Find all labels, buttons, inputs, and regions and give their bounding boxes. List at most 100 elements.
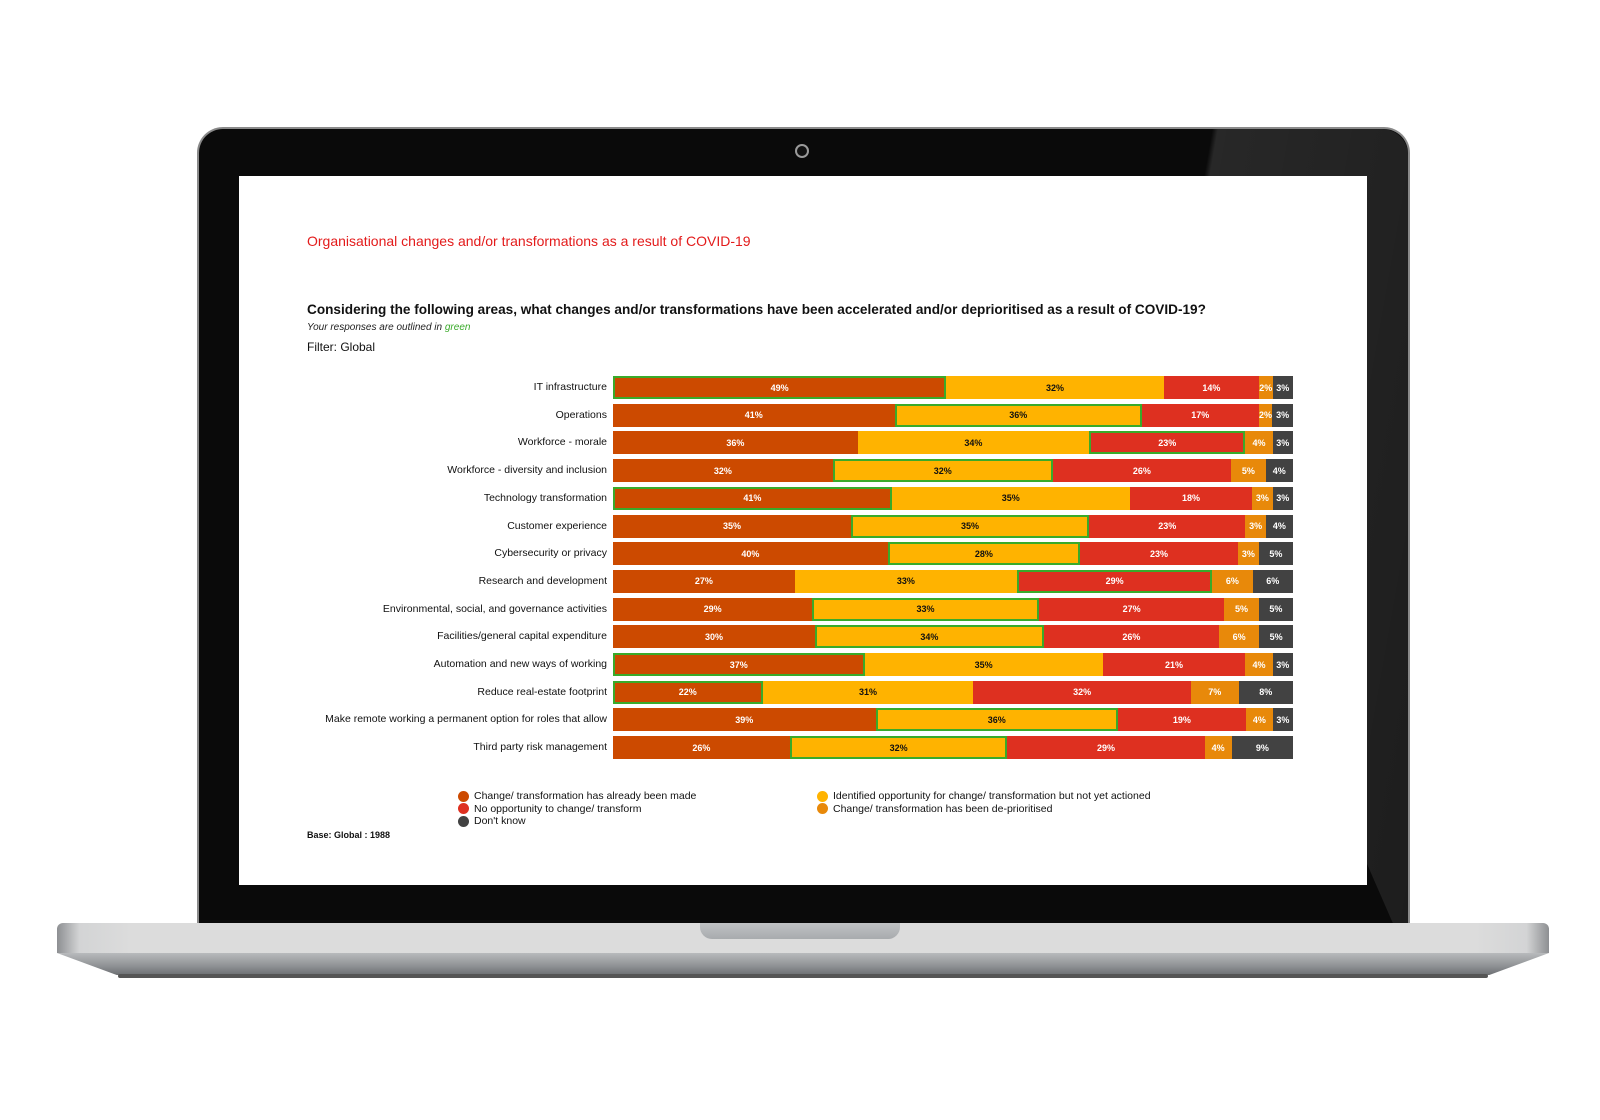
note-highlight: green	[444, 322, 471, 333]
chart-title: Considering the following areas, what ch…	[307, 302, 1206, 317]
bar-segment-made: 22%	[613, 680, 763, 704]
legend-item-made: Change/ transformation has already been …	[458, 790, 696, 802]
legend-label: Don't know	[474, 815, 526, 827]
bar-segment-dont_know: 4%	[1265, 459, 1293, 483]
legend-dot-icon	[458, 815, 469, 827]
responses-note: Your responses are outlined in green	[307, 322, 470, 333]
legend-label: Change/ transformation has been de-prior…	[833, 802, 1053, 815]
bar-segment-dont_know: 3%	[1272, 431, 1293, 455]
bar-segment-deprioritised: 3%	[1252, 486, 1273, 510]
stacked-bar-chart: IT infrastructure 49% 32% 14% 2% 3% Operations…	[239, 176, 1367, 885]
bar-segment-no_opportunity: 23%	[1089, 514, 1246, 538]
bar-segment-no_opportunity: 32%	[973, 680, 1191, 704]
laptop-notch	[700, 923, 900, 939]
category-label: Make remote working a permanent option f…	[325, 713, 607, 726]
bar-segment-dont_know: 4%	[1265, 514, 1293, 538]
legend-dot-icon	[817, 803, 828, 814]
legend-item-identified: Identified opportunity for change/ trans…	[817, 790, 1151, 802]
bar-segment-made: 41%	[613, 486, 892, 510]
bar-segment-dont_know: 3%	[1272, 376, 1293, 399]
bar-segment-no_opportunity: 26%	[1043, 625, 1219, 649]
bar-segment-made: 27%	[613, 569, 795, 593]
bar-segment-identified: 35%	[864, 653, 1103, 676]
bar-segment-deprioritised: 2%	[1259, 376, 1273, 399]
bar-segment-identified: 31%	[762, 680, 974, 704]
bar-segment-made: 49%	[613, 376, 947, 399]
category-label: Automation and new ways of working	[433, 658, 607, 670]
category-label: Workforce - morale	[517, 436, 607, 449]
bar-segment-identified: 32%	[789, 736, 1008, 760]
bar-segment-made: 39%	[613, 708, 876, 732]
legend-item-no_opportunity: No opportunity to change/ transform	[458, 803, 642, 815]
bar-segment-deprioritised: 3%	[1238, 542, 1259, 566]
bar-segment-made: 30%	[613, 625, 815, 649]
bar-segment-identified: 33%	[794, 569, 1017, 593]
bar-segment-identified: 32%	[832, 459, 1053, 483]
base-note: Base: Global : 1988	[307, 830, 391, 840]
page-subtitle: Organisational changes and/or transforma…	[307, 233, 751, 249]
category-label: Workforce - diversity and inclusion	[447, 464, 607, 477]
bar-segment-deprioritised: 4%	[1245, 708, 1273, 732]
legend-item-deprioritised: Change/ transformation has been de-prior…	[817, 803, 1052, 815]
category-label: Third party risk management	[473, 741, 607, 754]
bar-segment-deprioritised: 2%	[1258, 403, 1273, 427]
bar-segment-dont_know: 5%	[1259, 625, 1293, 649]
legend-label: No opportunity to change/ transform	[474, 802, 642, 815]
legend-dot-icon	[458, 790, 469, 802]
category-label: Facilities/general capital expenditure	[437, 630, 607, 643]
category-label: Reduce real-estate footprint	[477, 685, 607, 698]
bar-segment-identified: 34%	[857, 431, 1089, 455]
bar-segment-identified: 34%	[814, 625, 1044, 649]
bar-segment-identified: 33%	[812, 597, 1039, 621]
bar-segment-deprioritised: 3%	[1245, 514, 1266, 538]
bar-segment-dont_know: 5%	[1258, 542, 1293, 566]
bar-segment-no_opportunity: 29%	[1016, 569, 1213, 593]
bar-segment-made: 26%	[613, 736, 790, 760]
bar-segment-deprioritised: 4%	[1204, 736, 1232, 760]
bar-segment-dont_know: 6%	[1252, 569, 1293, 593]
legend-label: Change/ transformation has already been …	[474, 790, 697, 802]
bar-segment-no_opportunity: 18%	[1129, 486, 1253, 510]
category-label: Operations	[555, 408, 607, 421]
bar-segment-dont_know: 3%	[1272, 486, 1293, 510]
bar-segment-dont_know: 9%	[1231, 736, 1293, 760]
category-label: Research and development	[478, 574, 607, 587]
category-label: Customer experience	[507, 519, 607, 532]
webcam-icon	[795, 144, 809, 158]
bar-segment-made: 40%	[613, 542, 888, 566]
category-label: Technology transformation	[483, 491, 607, 504]
laptop-base-bottom	[57, 953, 1549, 975]
bar-segment-deprioritised: 6%	[1212, 569, 1253, 593]
bar-segment-no_opportunity: 29%	[1007, 736, 1205, 760]
bar-segment-no_opportunity: 23%	[1080, 542, 1239, 566]
bar-segment-deprioritised: 5%	[1231, 459, 1266, 483]
bar-segment-deprioritised: 6%	[1218, 625, 1260, 649]
bar-segment-dont_know: 3%	[1272, 708, 1293, 732]
bar-segment-no_opportunity: 21%	[1102, 653, 1246, 676]
bar-segment-deprioritised: 5%	[1224, 597, 1259, 621]
legend-dot-icon	[458, 803, 469, 814]
bar-segment-dont_know: 8%	[1238, 680, 1293, 704]
category-label: Environmental, social, and governance ac…	[382, 602, 607, 615]
bar-segment-identified: 36%	[875, 708, 1118, 732]
legend-label: Identified opportunity for change/ trans…	[833, 790, 1151, 802]
bar-segment-made: 37%	[613, 653, 865, 676]
screen: Organisational changes and/or transforma…	[239, 176, 1367, 885]
bar-segment-no_opportunity: 26%	[1052, 459, 1232, 483]
legend-dot-icon	[817, 790, 828, 802]
legend-item-dont_know: Don't know	[458, 815, 526, 827]
bar-segment-no_opportunity: 14%	[1163, 376, 1259, 399]
bar-segment-dont_know: 5%	[1258, 597, 1293, 621]
bar-segment-deprioritised: 7%	[1191, 680, 1239, 704]
bar-segment-no_opportunity: 23%	[1089, 431, 1246, 455]
bar-segment-dont_know: 3%	[1272, 403, 1293, 427]
bar-segment-made: 32%	[613, 459, 833, 483]
bar-segment-no_opportunity: 27%	[1038, 597, 1225, 621]
bar-segment-made: 36%	[613, 431, 858, 455]
bar-segment-made: 41%	[613, 403, 895, 427]
bar-segment-identified: 35%	[891, 486, 1130, 510]
bar-segment-identified: 28%	[887, 542, 1081, 566]
filter-label: Filter: Global	[307, 340, 376, 354]
bar-segment-identified: 36%	[894, 403, 1142, 427]
note-text: Your responses are outlined in	[307, 322, 445, 333]
